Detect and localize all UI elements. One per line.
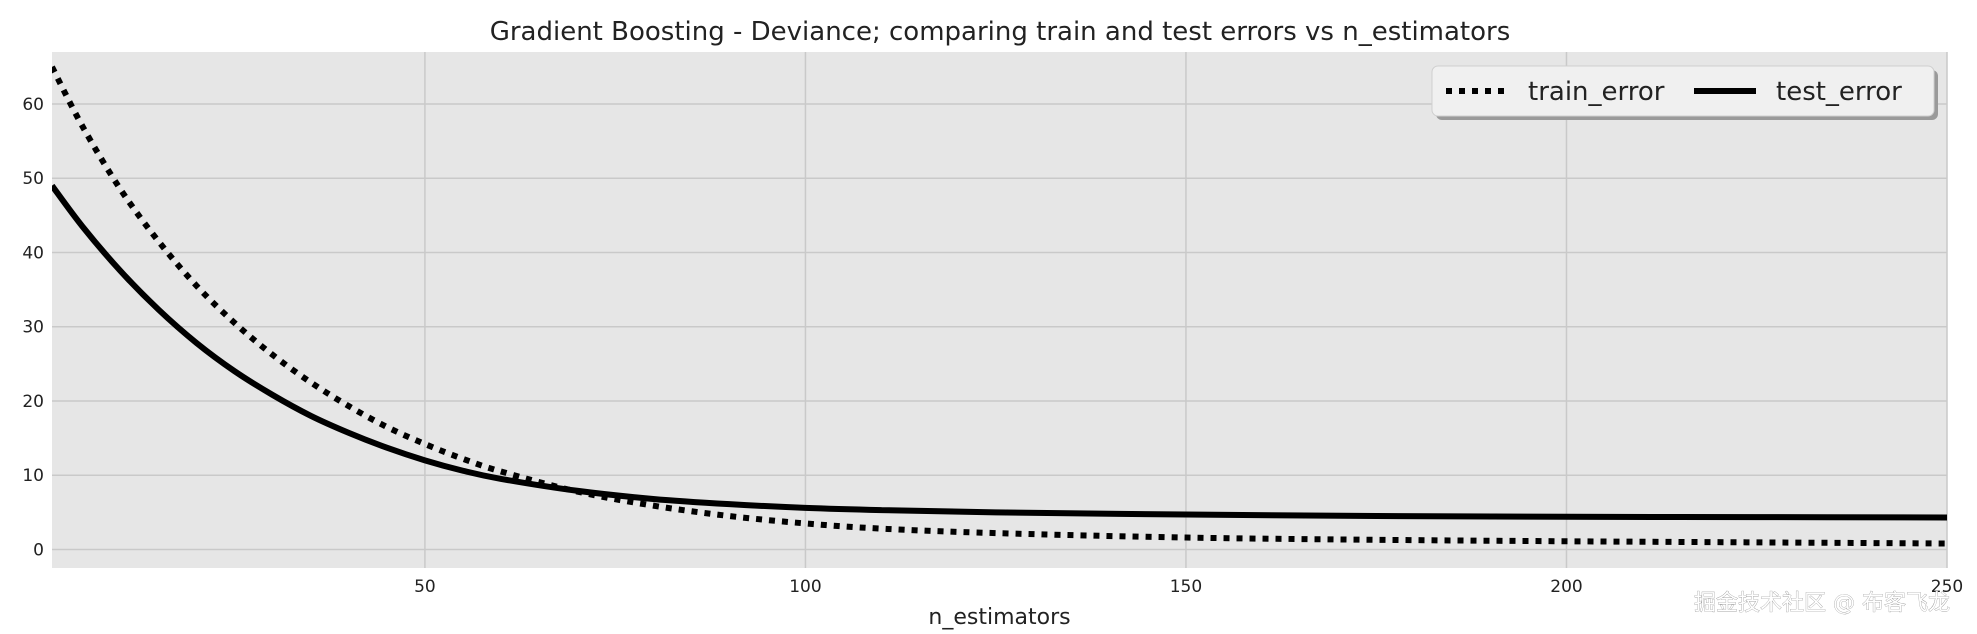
legend-label-test-error: test_error <box>1776 77 1902 107</box>
y-tick-label-0: 0 <box>33 540 44 560</box>
legend: train_error test_error <box>1431 65 1938 120</box>
y-tick-label-50: 50 <box>22 169 44 189</box>
y-tick-label-60: 60 <box>22 95 44 115</box>
x-tick-label-50: 50 <box>414 577 436 597</box>
x-tick-label-250: 250 <box>1931 577 1963 597</box>
tick-labels: 50 100 150 200 250 0 10 20 30 40 50 60 <box>22 95 1963 597</box>
legend-box <box>1431 65 1935 117</box>
x-tick-label-100: 100 <box>789 577 821 597</box>
plot-area <box>52 52 1947 568</box>
series-layer <box>52 65 1947 547</box>
x-tick-label-200: 200 <box>1550 577 1582 597</box>
y-tick-label-40: 40 <box>22 243 44 263</box>
series-line-test-error <box>52 183 1947 521</box>
y-tick-label-30: 30 <box>22 318 44 338</box>
y-tick-label-10: 10 <box>22 466 44 486</box>
chart-title: Gradient Boosting - Deviance; comparing … <box>490 17 1511 47</box>
x-tick-label-150: 150 <box>1170 577 1202 597</box>
y-tick-label-20: 20 <box>22 392 44 412</box>
x-axis-title: n_estimators <box>928 605 1070 630</box>
legend-label-train-error: train_error <box>1528 77 1665 107</box>
watermark-text: 掘金技术社区 @ 布客飞龙 <box>1694 591 1950 616</box>
